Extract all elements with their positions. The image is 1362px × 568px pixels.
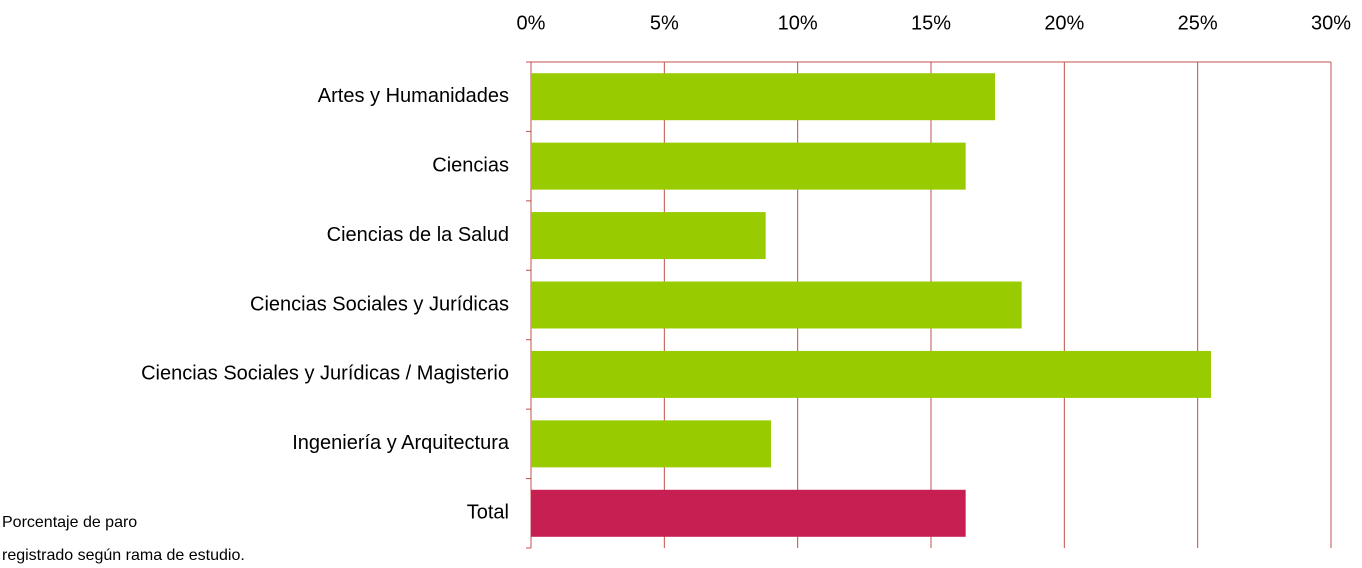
y-tick-label: Ciencias de la Salud	[327, 224, 509, 246]
caption: Porcentaje de paro	[2, 514, 137, 531]
x-tick-label: 0%	[517, 12, 546, 34]
y-tick-label: Ingeniería y Arquitectura	[292, 432, 510, 454]
bar	[531, 73, 995, 121]
bar	[531, 281, 1022, 329]
y-tick-label: Ciencias Sociales y Jurídicas	[250, 293, 509, 315]
y-tick-label: Ciencias Sociales y Jurídicas / Magister…	[141, 363, 509, 385]
x-tick-label: 25%	[1178, 12, 1218, 34]
bar	[531, 350, 1211, 398]
caption: registrado según rama de estudio.	[2, 547, 245, 564]
x-tick-label: 15%	[911, 12, 951, 34]
y-tick-label: Ciencias	[432, 154, 509, 176]
x-tick-label: 5%	[650, 12, 679, 34]
x-tick-label: 20%	[1044, 12, 1084, 34]
bar	[531, 420, 771, 468]
bar	[531, 489, 966, 537]
bar	[531, 142, 966, 190]
y-tick-label: Total	[467, 502, 509, 524]
bar	[531, 212, 766, 260]
x-tick-label: 30%	[1311, 12, 1351, 34]
x-tick-label: 10%	[778, 12, 818, 34]
y-tick-label: Artes y Humanidades	[318, 85, 509, 107]
